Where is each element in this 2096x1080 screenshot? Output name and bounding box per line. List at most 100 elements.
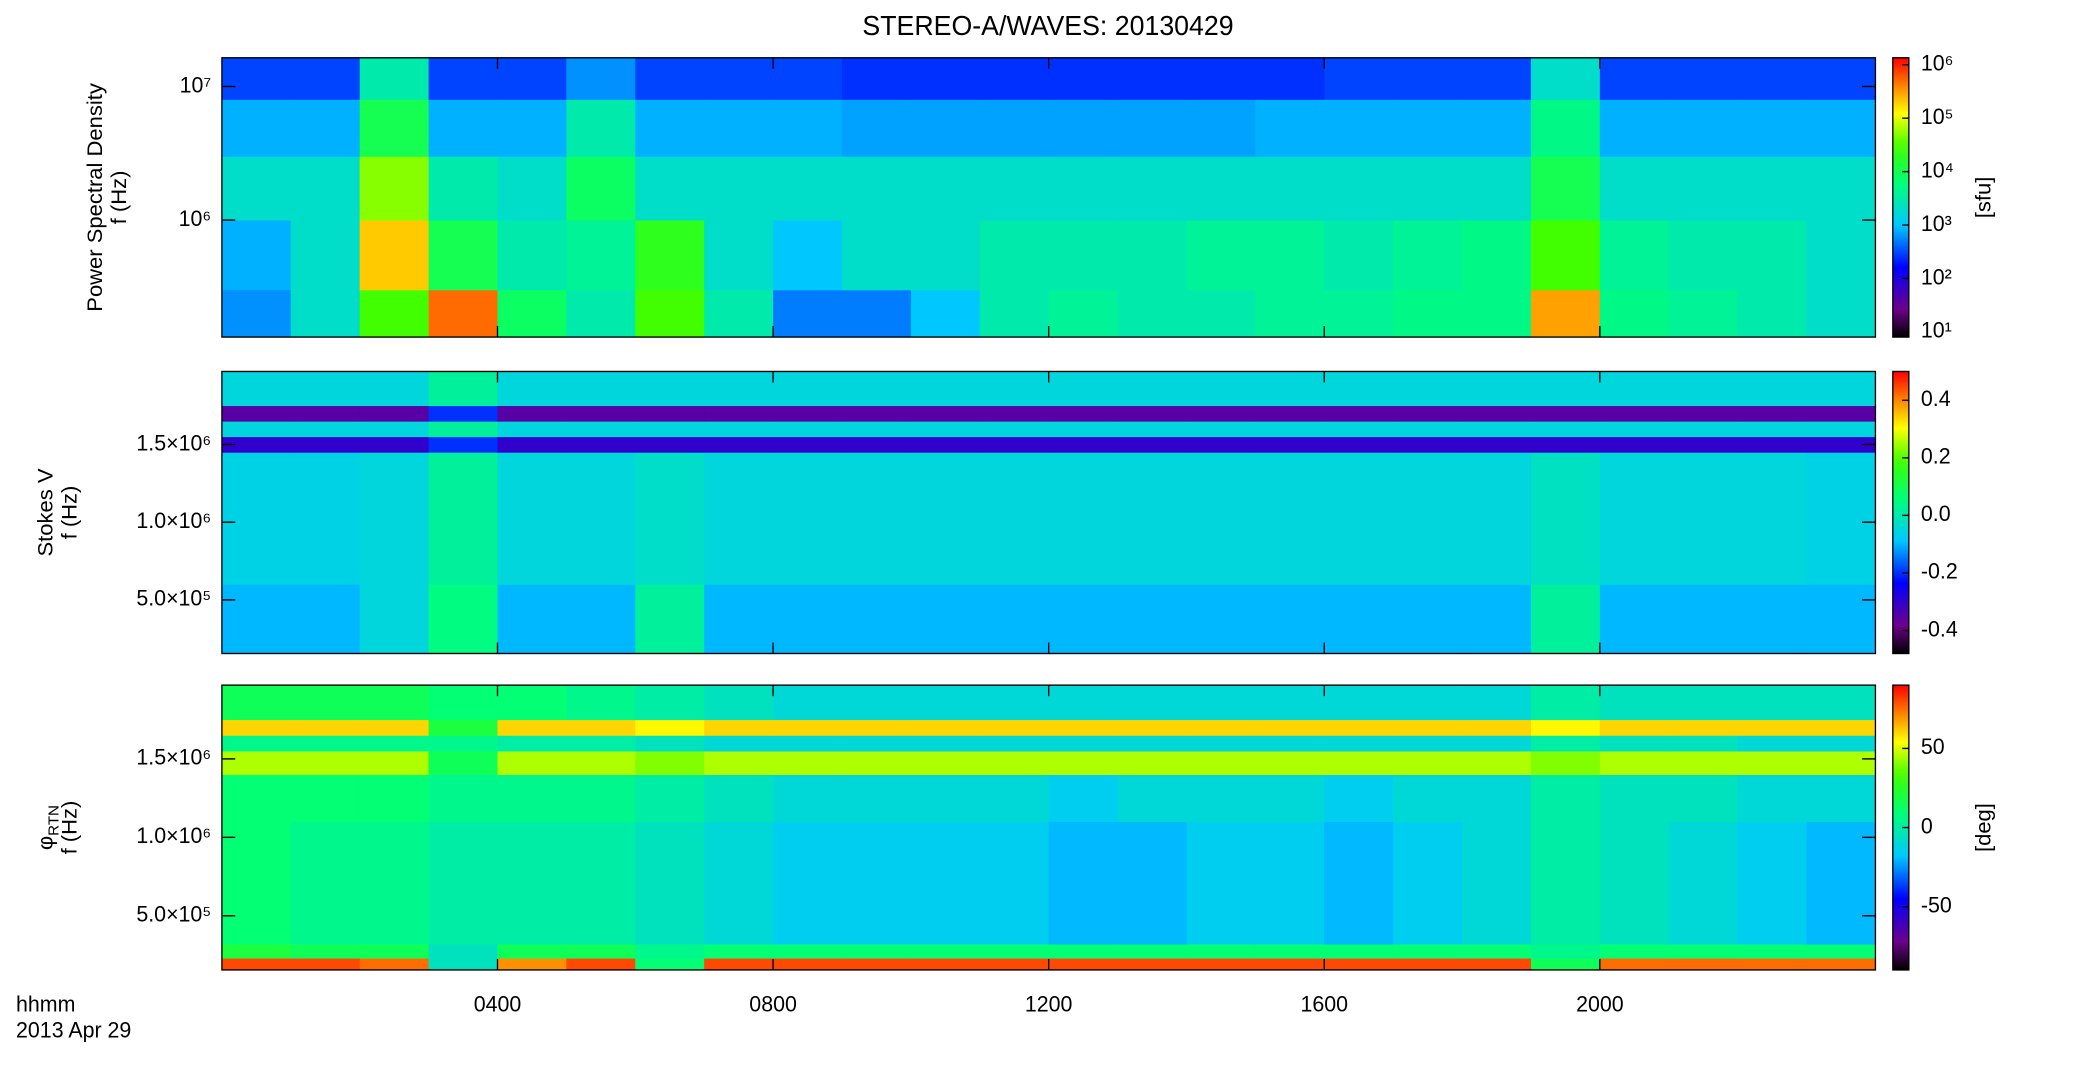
heatmap-cell [359, 289, 429, 338]
heatmap-cell [428, 685, 498, 721]
heatmap-cell [841, 944, 912, 959]
heatmap-cell [1048, 821, 1118, 945]
heatmap-cell [1255, 436, 1325, 453]
heatmap-cell [1186, 421, 1256, 438]
heatmap-cell [566, 220, 636, 291]
heatmap-cell [221, 156, 292, 221]
heatmap-cell [773, 506, 843, 585]
heatmap-cell [1186, 57, 1256, 100]
heatmap-cell [497, 821, 567, 945]
heatmap-cell [1599, 735, 1670, 752]
heatmap-cell [566, 958, 636, 971]
heatmap-cell [773, 774, 843, 823]
heatmap-cell [1737, 751, 1807, 775]
heatmap-cell [1255, 735, 1325, 752]
heatmap-cell [1530, 685, 1601, 721]
heatmap-cell [910, 584, 981, 654]
heatmap-cell [1393, 506, 1463, 585]
heatmap-cell [1186, 452, 1256, 508]
heatmap-cell [910, 405, 981, 422]
heatmap-cell [1255, 405, 1325, 422]
heatmap-cell [1737, 289, 1807, 338]
heatmap-cell [1255, 421, 1325, 438]
heatmap-cell [1806, 751, 1876, 775]
heatmap-cell [566, 774, 636, 823]
heatmap-cell [704, 584, 774, 654]
heatmap-cell [1186, 99, 1256, 157]
heatmap-cell [1117, 506, 1187, 585]
y-tick-label: 5.0×10⁵ [136, 585, 211, 610]
heatmap-cell [635, 719, 705, 736]
heatmap-cell [290, 685, 361, 721]
heatmap-cell [359, 735, 429, 752]
heatmap-cell [1668, 371, 1739, 407]
heatmap-cell [1393, 421, 1463, 438]
heatmap-cell [1117, 57, 1187, 100]
heatmap-cell [497, 944, 567, 959]
heatmap-cell [635, 774, 705, 823]
heatmap-cell [1048, 685, 1118, 721]
heatmap-cell [1117, 220, 1187, 291]
heatmap-cell [428, 289, 498, 338]
heatmap-cell [359, 371, 429, 407]
heatmap-cell [841, 506, 912, 585]
heatmap-cell [1048, 958, 1118, 971]
heatmap-cell [841, 685, 912, 721]
heatmap-cell [290, 506, 361, 585]
heatmap-cell [221, 99, 292, 157]
heatmap-cell [1668, 751, 1739, 775]
heatmap-cell [1393, 436, 1463, 453]
heatmap-cell [221, 57, 292, 100]
heatmap-cell [1462, 57, 1532, 100]
heatmap-cell [1462, 405, 1532, 422]
heatmap-cell [910, 821, 981, 945]
heatmap-cell [704, 436, 774, 453]
heatmap-cell [1324, 719, 1394, 736]
heatmap-cell [910, 506, 981, 585]
heatmap-cell [1462, 719, 1532, 736]
heatmap-cell [1668, 735, 1739, 752]
heatmap-cell [773, 57, 843, 100]
heatmap-cell [428, 751, 498, 775]
heatmap-cell [1324, 99, 1394, 157]
heatmap-cell [1737, 421, 1807, 438]
heatmap-cell [979, 289, 1050, 338]
heatmap-cell [359, 421, 429, 438]
heatmap-cell [1530, 371, 1601, 407]
y-axis-label: f (Hz) [57, 486, 82, 540]
heatmap-cell [1324, 685, 1394, 721]
heatmap-cell [497, 719, 567, 736]
y-axis-label: Power Spectral Density [82, 83, 107, 312]
heatmap-cell [841, 584, 912, 654]
heatmap-cell [841, 405, 912, 422]
heatmap-cell [910, 421, 981, 438]
heatmap-cell [1737, 452, 1807, 508]
heatmap-cell [704, 958, 774, 971]
heatmap-cell [1117, 421, 1187, 438]
heatmap-cell [290, 735, 361, 752]
heatmap-cell [979, 371, 1050, 407]
heatmap-cell [1186, 584, 1256, 654]
heatmap-cell [979, 944, 1050, 959]
heatmap-cell [635, 958, 705, 971]
heatmap-cell [1393, 958, 1463, 971]
heatmap-cell [910, 685, 981, 721]
heatmap-cell [979, 405, 1050, 422]
heatmap-cell [497, 774, 567, 823]
heatmap-cell [1599, 944, 1670, 959]
colorbar [1892, 57, 1910, 338]
heatmap-cell [1599, 821, 1670, 945]
heatmap-cell [1255, 452, 1325, 508]
heatmap-cell [1737, 405, 1807, 422]
heatmap-cell [1255, 944, 1325, 959]
heatmap-cell [290, 289, 361, 338]
heatmap-cell [221, 371, 292, 407]
heatmap-cell [1737, 99, 1807, 157]
heatmap-cell [1530, 421, 1601, 438]
heatmap-cell [841, 220, 912, 291]
heatmap-cell [635, 944, 705, 959]
heatmap-cell [1324, 220, 1394, 291]
heatmap-cell [290, 958, 361, 971]
heatmap-cell [910, 371, 981, 407]
heatmap-cell [1117, 774, 1187, 823]
